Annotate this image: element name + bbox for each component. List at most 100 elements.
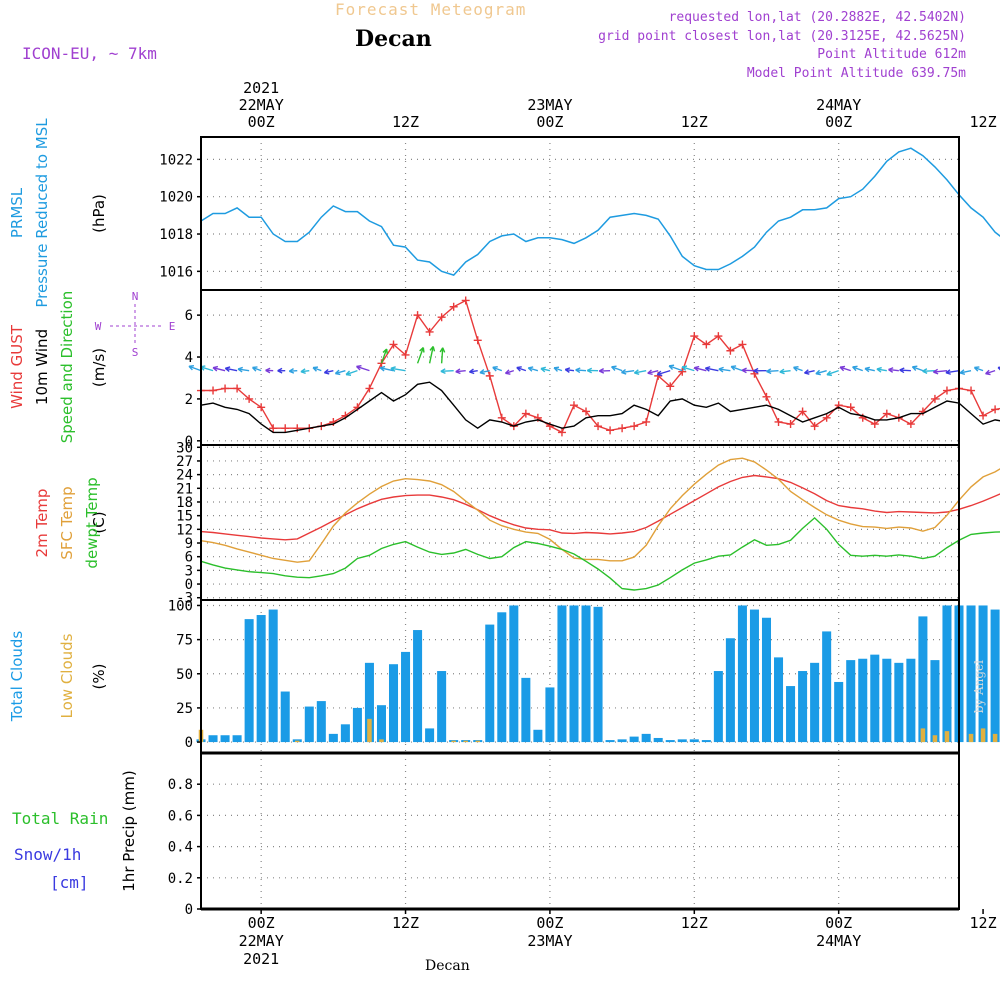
- wind-arrow-head: [779, 368, 785, 375]
- low-cloud-bar: [992, 733, 998, 743]
- gust-marker: [810, 422, 819, 431]
- gust-marker: [497, 413, 506, 422]
- gust-marker: [642, 417, 651, 426]
- wind-arrow: [345, 369, 358, 376]
- wind-arrow: [681, 366, 695, 372]
- wind-arrow: [428, 346, 434, 364]
- gust-marker: [618, 424, 627, 433]
- wind-arrow-head: [564, 367, 571, 373]
- top-time-label: 23MAY: [527, 96, 572, 114]
- series-line-2m-temp: [200, 474, 1000, 541]
- wind-arrow: [705, 367, 719, 372]
- wind-arrow-head: [693, 365, 700, 372]
- wind-arrow-head: [753, 367, 759, 374]
- top-time-label: 22MAY: [239, 96, 284, 114]
- wind-arrow: [766, 369, 779, 373]
- wind-arrow-head: [611, 365, 617, 371]
- gust-marker: [666, 382, 675, 391]
- wind-arrow-head: [945, 369, 951, 375]
- wind-arrow-head: [553, 366, 560, 372]
- y-axis-unit: (C): [90, 511, 108, 533]
- total-cloud-bar: [930, 660, 940, 743]
- frame-layer: [200, 136, 960, 911]
- wind-arrow-head: [704, 366, 711, 372]
- total-cloud-bar: [388, 664, 399, 743]
- wind-arrow: [694, 366, 707, 372]
- wind-arrow: [888, 368, 899, 372]
- author-credit: by Angel: [972, 660, 986, 714]
- low-cloud-bar: [294, 740, 300, 743]
- wind-arrow: [876, 368, 887, 372]
- wind-arrow-head: [668, 364, 675, 370]
- gust-marker: [774, 417, 783, 426]
- total-cloud-bar: [208, 735, 218, 743]
- wind-arrow-head: [633, 369, 640, 375]
- gust-marker: [606, 426, 615, 435]
- gust-marker: [449, 302, 458, 311]
- wind-arrow-head: [237, 366, 243, 373]
- wind-arrow: [657, 369, 671, 376]
- y-tick-label: 0.8: [168, 777, 193, 793]
- wind-arrow: [922, 369, 935, 372]
- wind-arrow: [621, 369, 635, 374]
- low-cloud-bar: [379, 739, 384, 743]
- label-layer: (hPa) (m/s) (C) (%) 1hr Precip (mm) PRMSL Pres…: [8, 118, 175, 892]
- rain-legend: Total Rain: [12, 809, 108, 828]
- wind-arrow-head: [793, 366, 799, 372]
- gust-marker: [257, 403, 266, 412]
- wind-arrow: [335, 369, 346, 375]
- wind-arrow-head: [959, 369, 966, 375]
- low-cloud-bar: [451, 740, 456, 743]
- wind-arrow: [839, 366, 851, 372]
- wind-arrow-head: [492, 366, 498, 372]
- wind-arrow: [479, 369, 490, 374]
- wind-arrow-head: [265, 367, 271, 374]
- low-cloud-bar: [920, 728, 926, 743]
- gust-marker: [762, 392, 771, 401]
- wind-arrow: [945, 369, 960, 374]
- total-cloud-bar: [665, 740, 675, 743]
- y-tick-label: 0.6: [168, 808, 193, 824]
- gust-marker: [594, 422, 603, 431]
- wind-arrow: [611, 366, 623, 372]
- meteogram-subtitle: Forecast Meteogram: [335, 0, 527, 19]
- wind-arrow: [804, 369, 815, 374]
- wind-arrow-head: [647, 369, 653, 376]
- total-cloud-bar: [761, 617, 772, 743]
- wind-arrow: [516, 366, 527, 372]
- gust-marker: [942, 386, 951, 395]
- total-cloud-bar: [605, 740, 615, 743]
- total-cloud-bar: [990, 609, 1000, 743]
- gust-marker: [726, 346, 735, 355]
- wind-arrow-head: [681, 365, 688, 371]
- wind-arrow-head: [852, 365, 858, 372]
- gust-marker: [569, 401, 578, 410]
- top-time-label: 00Z: [248, 113, 275, 131]
- gust-marker: [690, 332, 699, 341]
- axis-layer: 10161018102010220246-3036912151821242730…: [159, 79, 996, 968]
- wind-arrow-head: [382, 348, 388, 355]
- total-cloud-bar: [822, 631, 832, 743]
- compass-n: N: [132, 290, 139, 303]
- total-cloud-bar: [870, 654, 880, 743]
- total-cloud-bar: [677, 739, 687, 743]
- wind-arrow: [647, 369, 659, 374]
- total-cloud-bar: [401, 651, 411, 743]
- total-cloud-bar: [581, 605, 591, 743]
- series-line-prmsl: [200, 147, 1000, 276]
- gust-marker: [389, 340, 398, 349]
- gust-marker: [209, 386, 218, 395]
- total-cloud-bar: [653, 737, 663, 743]
- total-cloud-bar: [352, 707, 362, 743]
- y-tick-label: 3: [185, 563, 193, 579]
- y-tick-label: 30: [176, 440, 193, 456]
- total-cloud-bar: [617, 739, 627, 743]
- total-cloud-bar: [906, 658, 916, 743]
- gust-marker: [233, 384, 242, 393]
- wind-arrow-head: [527, 366, 534, 372]
- location-title: Decan: [355, 26, 432, 52]
- wind-arrow-head: [288, 368, 295, 374]
- y-tick-label: 6: [185, 550, 193, 566]
- bottom-time-label: 22MAY: [239, 932, 284, 950]
- total-cloud-bar: [942, 605, 952, 743]
